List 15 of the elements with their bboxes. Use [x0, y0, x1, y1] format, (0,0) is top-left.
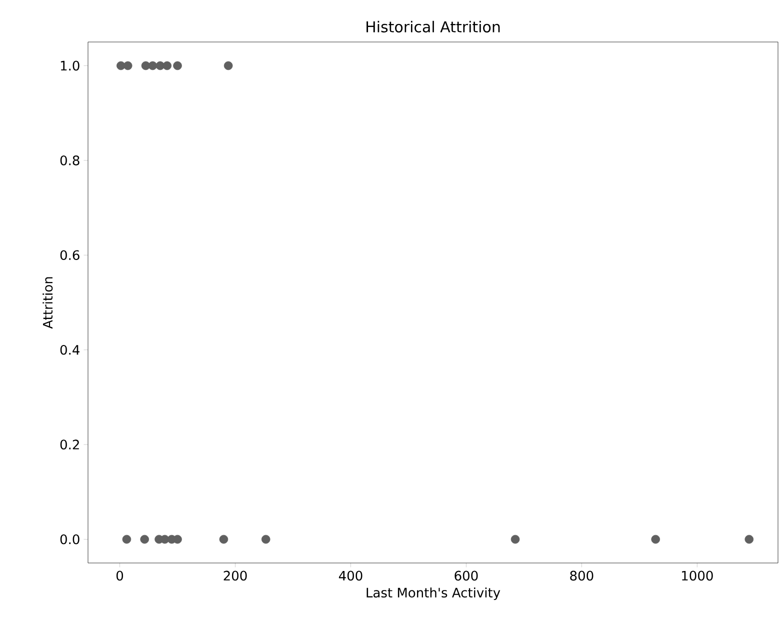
y-tick-label: 0.4	[60, 344, 80, 355]
y-tick-label: 1.0	[60, 60, 80, 71]
y-tick-label: 0.8	[60, 155, 80, 166]
chart-title: Historical Attrition	[366, 20, 500, 32]
x-tick-label: 0	[116, 570, 124, 581]
x-tick-label: 1000	[682, 570, 713, 581]
y-tick-label: 0.2	[60, 440, 79, 450]
x-tick-label: 800	[570, 570, 594, 581]
y-tick-label: 0.0	[60, 534, 80, 544]
x-tick-label: 200	[224, 570, 247, 581]
y-tick-label: 0.6	[60, 250, 80, 260]
x-tick-label: 400	[338, 570, 362, 581]
x-tick-label: 600	[454, 570, 478, 581]
y-axis-title: Attrition	[42, 277, 53, 329]
x-axis-title: Last Month's Activity	[366, 587, 500, 600]
